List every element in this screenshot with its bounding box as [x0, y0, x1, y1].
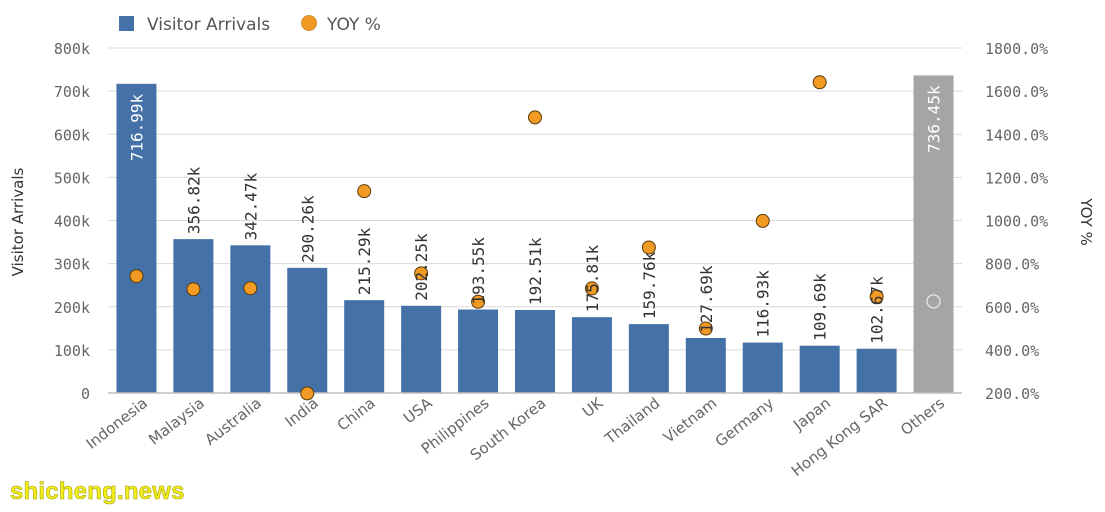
bar-value-label: 175.81k	[583, 244, 602, 312]
bar-value-label: 127.69k	[697, 265, 716, 333]
y2-tick-label: 1600.0%	[985, 83, 1048, 101]
yoy-point	[926, 294, 941, 309]
x-tick-label: Indonesia	[83, 394, 151, 453]
x-tick-label: India	[282, 394, 322, 431]
bar	[344, 300, 385, 393]
axis-titles: Visitor Arrivals YOY %	[9, 168, 1095, 277]
bar	[515, 309, 555, 393]
bar-value-label: 736.45k	[925, 85, 944, 153]
y-tick-label: 600k	[54, 126, 90, 144]
bar	[685, 337, 726, 393]
y2-tick-label: 1800.0%	[985, 40, 1048, 58]
legend-label-bars: Visitor Arrivals	[147, 15, 270, 35]
x-tick-label: Germany	[712, 394, 778, 451]
bar	[458, 309, 499, 393]
bar-value-label: 193.55k	[469, 237, 488, 305]
bar	[230, 245, 271, 393]
bar-value-label: 159.76k	[640, 251, 659, 319]
bar-value-label: 215.29k	[355, 227, 374, 295]
y-axis-title: Visitor Arrivals	[9, 168, 27, 277]
yoy-point	[755, 213, 770, 228]
yoy-point	[698, 321, 713, 336]
x-tick-label: USA	[400, 394, 436, 428]
legend-swatch-yoy	[301, 15, 317, 31]
bar-value-label: 102.67k	[868, 276, 887, 344]
bar-value-label: 202.25k	[412, 233, 431, 301]
y2-tick-label: 800.0%	[985, 256, 1039, 274]
yoy-point	[357, 184, 372, 199]
yoy-point	[812, 75, 827, 90]
yoy-point	[186, 282, 201, 297]
x-tick-label: Thailand	[601, 394, 664, 448]
bar-value-label: 356.82k	[184, 166, 203, 234]
y2-axis-title: YOY %	[1077, 197, 1095, 246]
x-tick-label: Others	[897, 394, 948, 439]
y-tick-label: 400k	[54, 213, 90, 231]
bar	[628, 324, 669, 393]
bar-value-label: 716.99k	[127, 93, 146, 161]
x-tick-label: Vietnam	[660, 394, 720, 447]
y2-tick-label: 600.0%	[985, 299, 1039, 317]
bar	[799, 345, 840, 393]
y-axis-left-ticks: 0 100k 200k 300k 400k 500k 600k 700k 800k	[54, 40, 90, 403]
x-tick-label: Malaysia	[145, 394, 208, 449]
yoy-point	[641, 240, 656, 255]
yoy-point	[584, 281, 599, 296]
bar-value-label: 192.51k	[526, 237, 545, 305]
yoy-point	[129, 269, 144, 284]
y-tick-label: 200k	[54, 299, 90, 317]
yoy-series	[129, 75, 941, 401]
yoy-point	[528, 110, 542, 125]
bar-value-label: 290.26k	[298, 195, 317, 263]
legend-swatch-bars	[119, 16, 134, 31]
y-tick-label: 500k	[54, 169, 90, 187]
bar-value-label: 109.69k	[811, 273, 830, 341]
bar-data-labels: 716.99k 356.82k 342.47k 290.26k 215.29k 202.2…	[127, 85, 943, 344]
watermark: shicheng.news	[10, 478, 185, 506]
x-tick-label: Hong Kong SAR	[788, 394, 891, 480]
y-tick-label: 300k	[54, 256, 90, 274]
bar-value-label: 116.93k	[754, 270, 773, 338]
y2-tick-label: 400.0%	[985, 342, 1039, 360]
bar	[116, 83, 157, 393]
legend-label-yoy: YOY %	[326, 15, 381, 35]
yoy-point	[869, 289, 884, 304]
yoy-point	[471, 294, 486, 309]
bar	[287, 267, 328, 393]
x-tick-label: Australia	[201, 394, 264, 449]
bar	[856, 348, 897, 393]
x-tick-label: China	[334, 394, 379, 435]
yoy-point	[243, 281, 258, 296]
bar-value-label: 342.47k	[241, 173, 260, 241]
y-tick-label: 0	[81, 385, 90, 403]
y-tick-label: 800k	[54, 40, 90, 58]
y-tick-label: 700k	[54, 83, 90, 101]
x-tick-label: UK	[579, 393, 607, 421]
bar	[913, 75, 954, 393]
y-tick-label: 100k	[54, 342, 90, 360]
legend[interactable]: Visitor Arrivals YOY %	[119, 15, 381, 35]
bar	[401, 305, 442, 393]
y2-tick-label: 1000.0%	[985, 213, 1048, 231]
bar-series	[116, 75, 954, 393]
y2-tick-label: 1200.0%	[985, 169, 1048, 187]
bar	[742, 342, 783, 393]
bar	[173, 239, 214, 393]
y2-tick-label: 1400.0%	[985, 126, 1048, 144]
y2-tick-label: 200.0%	[985, 385, 1039, 403]
x-tick-label: Japan	[789, 394, 834, 435]
yoy-point	[300, 386, 315, 401]
yoy-point	[414, 266, 429, 281]
y-axis-right-ticks: 200.0% 400.0% 600.0% 800.0% 1000.0% 1200.0% 14…	[985, 40, 1048, 403]
bar	[571, 317, 612, 393]
